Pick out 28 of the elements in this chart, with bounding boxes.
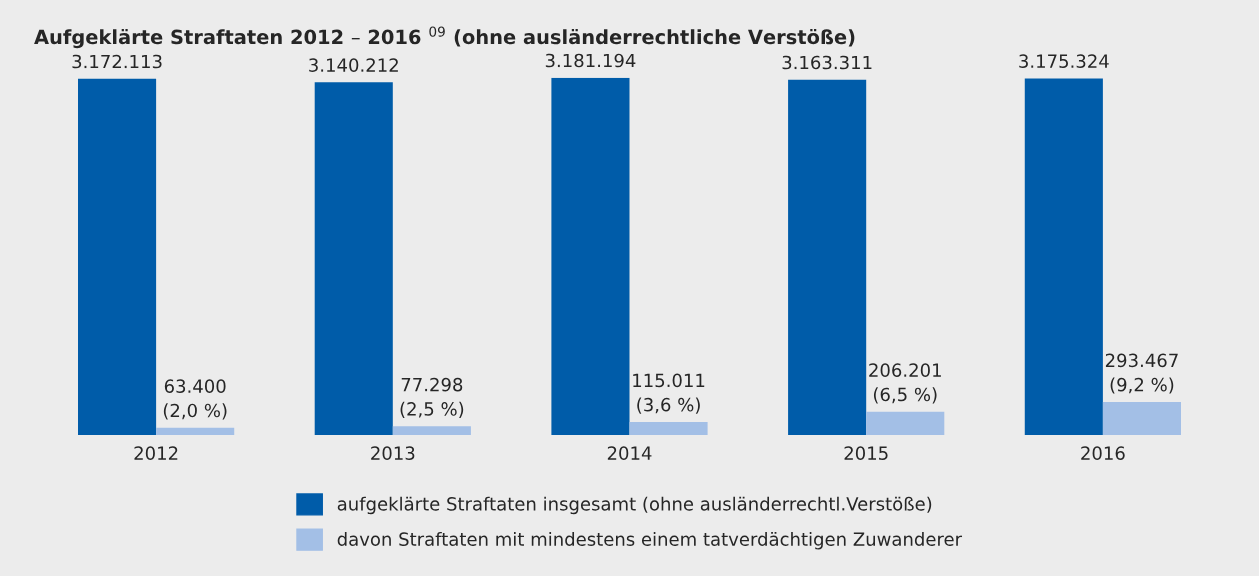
bar [551, 77, 630, 435]
bar [1024, 78, 1103, 435]
bar [788, 79, 867, 435]
x-tick-label: 2012 [134, 446, 178, 460]
chart-title: Aufgeklärte Straftaten 2012 – 2016 $^{09}$ (ohne ausländerrechtliche Verstöße) [34, 26, 855, 49]
data-label: 293.467 (9,2 %) [1105, 353, 1178, 394]
bar [156, 427, 235, 435]
x-tick-label: 2016 [1081, 446, 1125, 460]
x-tick-label: 2013 [371, 446, 415, 460]
data-label: 3.172.113 [72, 54, 162, 69]
data-label: 3.163.311 [782, 55, 872, 70]
bar [314, 82, 393, 435]
data-label: 77.298 (2,5 %) [400, 377, 464, 418]
x-tick-label: 2014 [607, 446, 652, 460]
legend-label: aufgeklärte Straftaten insgesamt (ohne ausländerrechtl.Verstöße) [337, 496, 932, 515]
legend-label: davon Straftaten mit mindestens einem tatverdächtigen Zuwanderer [337, 531, 963, 550]
bar [1102, 401, 1181, 435]
bar [629, 421, 708, 435]
data-label: 3.175.324 [1019, 54, 1109, 68]
data-label: 3.140.212 [309, 58, 398, 72]
bar [392, 426, 471, 435]
x-tick-label: 2015 [844, 446, 888, 460]
data-label: 115.011 (3,6 %) [633, 373, 705, 414]
data-label: 3.181.194 [545, 53, 636, 68]
data-label: 63.400 (2,0 %) [163, 379, 227, 420]
bar [78, 78, 157, 435]
data-label: 206.201 (6,5 %) [869, 363, 941, 404]
bar [866, 411, 945, 435]
